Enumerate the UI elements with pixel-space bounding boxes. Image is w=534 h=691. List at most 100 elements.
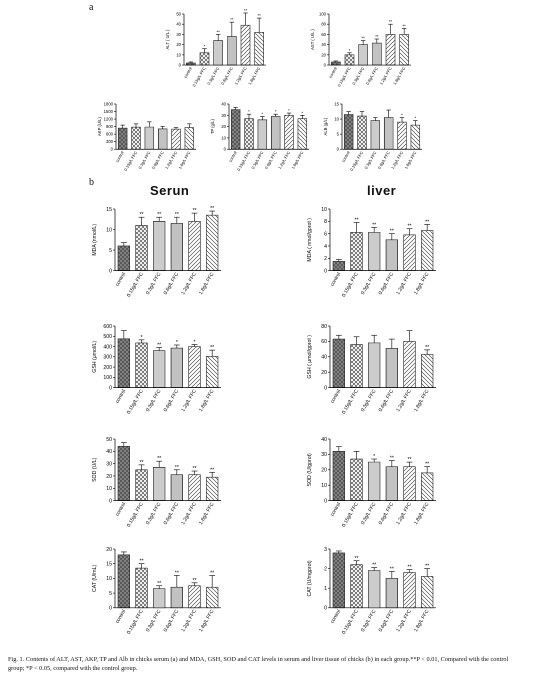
bar (403, 466, 416, 501)
x-tick-label: control (183, 66, 193, 79)
significance-label: ** (425, 219, 429, 225)
bar (350, 344, 363, 388)
bar (171, 128, 181, 150)
y-tick-label: 20 (321, 370, 327, 376)
bar (403, 234, 416, 271)
y-axis-label: CAT (U/mgprot) (307, 560, 313, 596)
x-tick-label: 1.2g/L FFC (233, 66, 247, 86)
x-tick-label: 1.8g/L FFC (403, 150, 417, 170)
y-tick-label: 100 (103, 375, 112, 381)
bar (270, 116, 281, 150)
significance-label: ** (258, 13, 262, 18)
bar (144, 126, 155, 150)
y-tick-label: 0 (109, 498, 112, 504)
significance-label: ** (390, 567, 394, 573)
y-tick-label: 10 (321, 483, 327, 489)
y-tick-label: 5 (109, 591, 112, 597)
x-tick-label: 0.6g/L FFC (163, 608, 181, 633)
bar (297, 118, 308, 150)
x-tick-label: 1.8g/L FFC (413, 608, 431, 633)
y-tick-label: 30 (106, 461, 112, 467)
significance-label: ** (210, 345, 214, 351)
y-tick-label: 10 (106, 576, 112, 582)
x-tick-label: 0.15g/L FFC (126, 271, 145, 298)
bar (227, 36, 237, 66)
bar (135, 342, 148, 388)
x-tick-label: control (328, 66, 338, 79)
x-tick-label: 0.3g/L FFC (145, 608, 163, 633)
x-tick-label: 0.3g/L FFC (360, 271, 378, 296)
y-tick-label: 0 (324, 498, 327, 504)
bar (383, 117, 394, 150)
y-tick-label: 80 (321, 22, 326, 27)
x-tick-label: 1.2g/L FFC (390, 150, 404, 170)
y-tick-label: 900 (106, 124, 114, 129)
significance-label: ** (407, 457, 411, 463)
x-tick-label: 0.15g/L FFC (236, 150, 251, 172)
y-tick-label: 300 (103, 355, 112, 361)
y-tick-label: 0 (109, 606, 112, 612)
y-axis-label: GSH ( μmol/gprot ) (307, 335, 313, 379)
x-tick-label: 0.15g/L FFC (349, 150, 364, 172)
bar (117, 338, 130, 388)
x-tick-label: control (330, 272, 343, 288)
sod-serum-bar-chart: 0 10 20 30 40 50 SOD (U/L) control ** 0.15g/L FFC… (92, 437, 221, 528)
significance-label: * (176, 340, 178, 346)
significance-label: * (204, 44, 206, 49)
y-tick-label: 10 (334, 117, 339, 122)
bar (332, 552, 345, 609)
bar (410, 124, 421, 150)
x-tick-label: control (227, 150, 237, 163)
x-tick-label: control (330, 502, 343, 518)
bar (357, 115, 367, 150)
y-axis-label: MDA (nmol/L) (92, 224, 98, 256)
bar (131, 126, 141, 150)
bar (344, 54, 355, 66)
x-tick-label: 0.15g/L FFC (126, 388, 145, 415)
x-tick-label: 1.8g/L FFC (413, 388, 431, 413)
y-tick-label: 6 (324, 231, 327, 237)
x-tick-label: 0.3g/L FFC (145, 271, 163, 296)
bar (421, 230, 434, 271)
y-axis-label: CAT (U/mL) (92, 565, 98, 592)
x-tick-label: 0.15g/L FFC (341, 271, 360, 298)
y-tick-label: 200 (103, 365, 112, 371)
y-tick-label: 8 (324, 219, 327, 225)
y-tick-label: 10 (176, 52, 181, 57)
tp-bar-chart: 0 10 20 30 40 TP (g/L) control * 0.15g/L FFC * 0.3… (210, 101, 309, 172)
x-tick-label: 1.2g/L FFC (180, 501, 198, 526)
significance-label: * (193, 339, 195, 345)
bar (157, 128, 168, 150)
x-tick-label: 0.6g/L FFC (378, 501, 396, 526)
y-tick-label: 300 (106, 139, 114, 144)
x-tick-label: 1.8g/L FFC (392, 66, 406, 86)
y-tick-label: 10 (106, 227, 112, 233)
x-tick-label: 1.8g/L FFC (198, 501, 216, 526)
mda-serum-bar-chart: 0 5 10 15 MDA (nmol/L) control ** 0.15g/L FFC **… (92, 206, 221, 298)
significance-label: ** (389, 19, 393, 24)
y-tick-label: 600 (103, 324, 112, 330)
y-tick-label: 0 (109, 268, 112, 274)
bar (350, 232, 363, 271)
x-tick-label: 1.2g/L FFC (395, 388, 413, 413)
bar (240, 24, 251, 66)
significance-label: * (262, 111, 264, 116)
y-tick-label: 60 (321, 339, 327, 345)
bar (117, 127, 128, 150)
bar (117, 245, 130, 271)
bar (170, 474, 183, 501)
significance-label: ** (390, 456, 394, 462)
bar (332, 338, 345, 388)
y-tick-label: 30 (221, 113, 226, 118)
y-tick-label: 40 (106, 449, 112, 455)
bar (135, 469, 148, 501)
figure-caption: Fig. 1. Contents of ALT, AST, AKP, TP an… (8, 656, 509, 672)
gsh-serum-bar-chart: 0 100 200 300 400 500 600 GSH (μmol/L) control * 0… (92, 324, 221, 415)
significance-label: * (275, 109, 277, 114)
significance-label: ** (175, 212, 179, 218)
y-axis-label: ALT ( U/L ) (165, 29, 170, 50)
bar (368, 342, 381, 388)
bar (332, 261, 345, 271)
y-tick-label: 20 (321, 52, 326, 57)
x-tick-label: 1.2g/L FFC (395, 608, 413, 633)
